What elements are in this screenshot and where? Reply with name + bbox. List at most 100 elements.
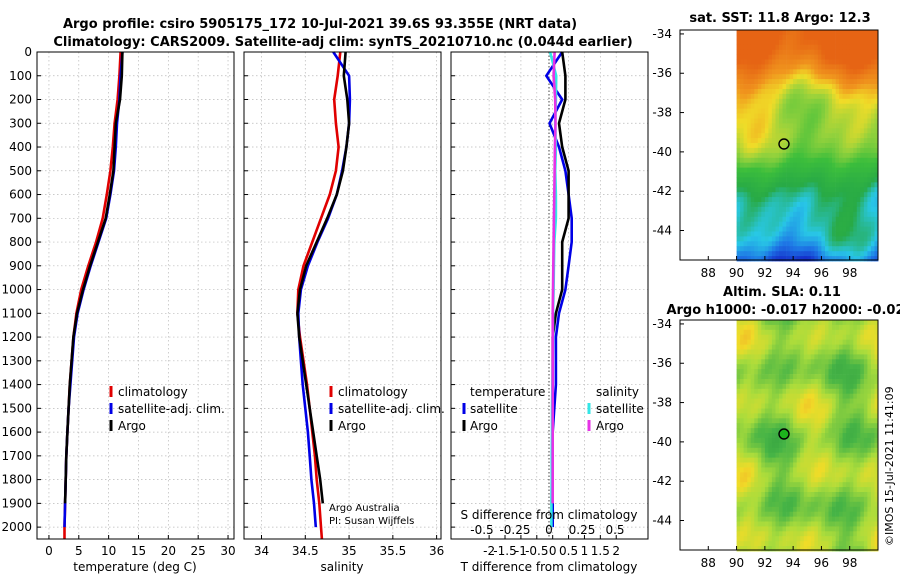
map-pixel	[775, 251, 780, 257]
map-pixel	[764, 113, 769, 119]
map-pixel	[856, 241, 861, 247]
map-pixel	[736, 334, 741, 340]
map-pixel	[754, 364, 759, 370]
map-pixel	[789, 133, 794, 139]
map-pixel	[757, 113, 762, 119]
map-pixel	[768, 541, 773, 547]
map-pixel	[867, 379, 872, 385]
pi-credit: PI: Susan Wijffels	[329, 516, 414, 527]
map-pixel	[761, 64, 766, 70]
map-pixel	[846, 364, 851, 370]
map-pixel	[740, 339, 744, 345]
map-pixel	[757, 339, 762, 345]
map-pixel	[863, 521, 868, 527]
map-pixel	[817, 398, 822, 404]
map-pixel	[870, 477, 875, 483]
map-pixel	[856, 108, 861, 114]
map-pixel	[796, 546, 801, 552]
map-pixel	[803, 413, 808, 419]
map-pixel	[860, 30, 865, 36]
map-pixel	[750, 369, 755, 375]
map-pixel	[870, 354, 875, 360]
map-pixel	[849, 536, 854, 542]
map-pixel	[786, 172, 790, 178]
map-pixel	[814, 428, 819, 434]
map-pixel	[764, 192, 769, 198]
map-pixel	[747, 452, 752, 458]
map-pixel	[740, 447, 744, 454]
map-pixel	[743, 162, 748, 168]
map-pixel	[817, 521, 822, 527]
map-pixel	[775, 54, 780, 60]
map-pixel	[796, 113, 801, 119]
map-pixel	[740, 496, 744, 503]
map-pixel	[800, 216, 805, 223]
map-pixel	[754, 143, 759, 149]
map-pixel	[842, 359, 847, 365]
map-pixel	[775, 147, 780, 154]
map-pixel	[736, 182, 741, 188]
map-pixel	[821, 324, 826, 331]
map-pixel	[828, 211, 833, 218]
map-pixel	[810, 64, 815, 70]
map-pixel	[740, 44, 744, 50]
map-pixel	[832, 147, 836, 154]
map-pixel	[810, 89, 815, 95]
map-pixel	[846, 541, 851, 547]
map-pixel	[761, 49, 766, 55]
map-pixel	[853, 349, 858, 355]
map-pixel	[846, 516, 851, 522]
map-pixel	[825, 49, 829, 55]
map-pixel	[768, 487, 773, 493]
map-pixel	[740, 492, 744, 498]
map-pixel	[747, 98, 752, 105]
map-pixel	[835, 64, 840, 70]
map-pixel	[754, 388, 759, 395]
map-pixel	[786, 501, 790, 508]
map-pixel	[740, 398, 744, 404]
map-pixel	[750, 418, 755, 424]
map-pixel	[796, 103, 801, 109]
map-pixel	[750, 433, 755, 439]
map-pixel	[786, 349, 790, 355]
map-pixel	[870, 64, 875, 70]
map-pixel	[825, 349, 829, 355]
map-pixel	[839, 256, 843, 262]
map-pixel	[743, 320, 748, 326]
map-pixel	[743, 216, 748, 223]
map-pixel	[849, 467, 854, 473]
map-pixel	[807, 423, 812, 429]
map-pixel	[789, 172, 794, 178]
map-pixel	[764, 324, 769, 331]
map-pixel	[817, 123, 822, 129]
map-pixel	[821, 241, 826, 247]
map-pixel	[814, 177, 819, 183]
map-pixel	[863, 339, 868, 345]
map-pixel	[761, 492, 766, 498]
map-pixel	[779, 103, 783, 109]
map-pixel	[842, 231, 847, 237]
map-pixel	[743, 501, 748, 508]
map-pixel	[817, 487, 822, 493]
map-pixel	[750, 482, 755, 488]
map-pixel	[779, 246, 783, 252]
map-pixel	[743, 138, 748, 144]
map-pixel	[764, 246, 769, 252]
map-pixel	[863, 546, 868, 552]
map-pixel	[874, 541, 879, 547]
argo-australia-credit: Argo Australia	[329, 503, 400, 514]
map-pixel	[786, 30, 790, 36]
map-pixel	[771, 339, 776, 345]
map-pixel	[800, 501, 805, 508]
map-pixel	[779, 128, 783, 134]
map-pixel	[782, 138, 787, 144]
map-pixel	[821, 226, 826, 232]
map-pixel	[740, 197, 744, 203]
map-pixel	[750, 93, 755, 100]
map-pixel	[828, 344, 833, 350]
map-pixel	[743, 192, 748, 198]
map-pixel	[789, 398, 794, 404]
map-pixel	[771, 103, 776, 109]
map-pixel	[874, 472, 879, 478]
map-pixel	[761, 34, 766, 41]
